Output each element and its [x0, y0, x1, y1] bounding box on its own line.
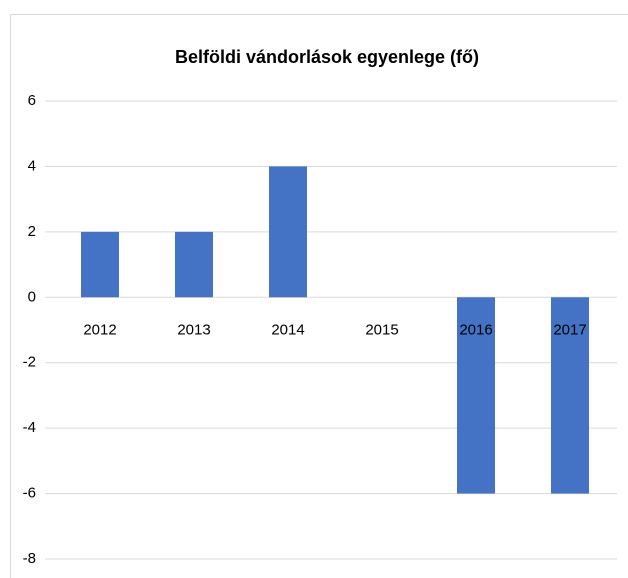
bar — [175, 231, 213, 298]
y-tick-label: -6 — [23, 485, 36, 502]
bar — [81, 231, 119, 298]
x-tick-label: 2016 — [459, 321, 492, 338]
y-tick-label: -4 — [23, 419, 36, 436]
x-tick-label: 2012 — [83, 321, 116, 338]
y-tick-label: 2 — [28, 223, 36, 240]
x-tick-label: 2017 — [553, 321, 586, 338]
chart-title: Belföldi vándorlások egyenlege (fő) — [175, 47, 479, 67]
y-tick-label: -8 — [23, 550, 36, 567]
bar — [551, 297, 589, 494]
y-tick-label: 0 — [28, 288, 36, 305]
bar — [269, 166, 307, 298]
y-tick-label: 4 — [28, 157, 36, 174]
x-tick-label: 2014 — [271, 321, 304, 338]
bar — [457, 297, 495, 494]
x-tick-label: 2013 — [177, 321, 210, 338]
y-tick-label: -2 — [23, 354, 36, 371]
y-tick-label: 6 — [28, 92, 36, 109]
x-tick-label: 2015 — [365, 321, 398, 338]
